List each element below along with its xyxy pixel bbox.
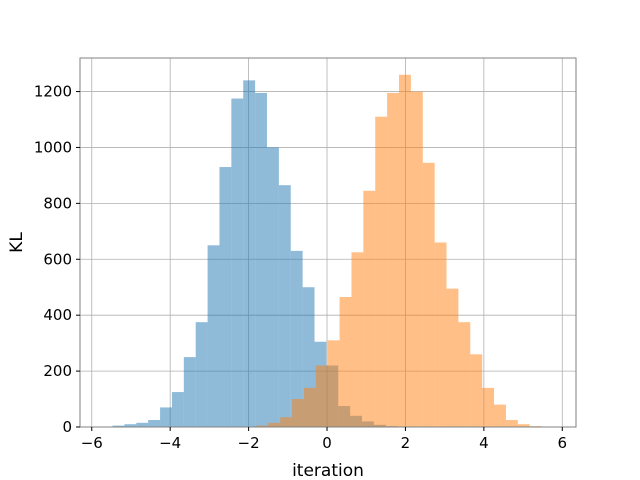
histogram-bar	[327, 340, 340, 427]
series-2	[256, 74, 542, 428]
histogram-bar	[482, 387, 495, 427]
y-tick-label: 600	[43, 250, 72, 268]
x-tick-label: −4	[159, 434, 181, 452]
y-tick-label: 400	[43, 306, 72, 324]
histogram-bar	[517, 424, 530, 427]
y-tick-label: 1000	[34, 138, 72, 156]
histogram-bar	[470, 354, 483, 427]
y-tick-label: 1200	[34, 83, 72, 101]
histogram-bar	[231, 98, 244, 427]
histogram-bar	[148, 420, 161, 427]
y-tick-label: 800	[43, 194, 72, 212]
histogram-bar	[207, 245, 220, 427]
x-tick-label: 2	[401, 434, 411, 452]
x-tick-label: −6	[81, 434, 103, 452]
histogram-bar	[136, 422, 149, 427]
x-axis-label: iteration	[292, 461, 364, 480]
histogram-bar	[112, 425, 125, 427]
x-tick-label: −2	[238, 434, 260, 452]
y-tick-label: 200	[43, 362, 72, 380]
x-tick-label: 4	[479, 434, 489, 452]
plot-frame	[79, 57, 577, 428]
histogram-bar	[351, 252, 364, 427]
x-tick-label: 6	[558, 434, 568, 452]
histogram-bar	[303, 387, 316, 427]
histogram-bar	[315, 365, 328, 427]
x-tick-label: 0	[322, 434, 332, 452]
histogram-bar	[339, 297, 352, 427]
histogram-bar	[219, 167, 232, 428]
histogram-bar	[183, 357, 196, 427]
histogram-bar	[160, 407, 172, 427]
histogram-bar	[292, 399, 304, 427]
histogram-bar	[256, 425, 269, 427]
histogram-bar	[124, 424, 137, 427]
histogram-bar	[302, 287, 315, 427]
histogram-bar	[446, 288, 459, 427]
histogram-bar	[278, 185, 291, 427]
histogram-bar	[375, 116, 388, 428]
histogram-bar	[290, 250, 303, 427]
histogram-bar	[195, 322, 208, 427]
histogram-bar	[171, 392, 184, 427]
histogram-bar	[243, 80, 256, 427]
histogram-bar	[505, 420, 518, 427]
histogram-bar	[280, 417, 293, 427]
histogram-bar	[268, 422, 281, 427]
axis-ticks: −6 −4 −2 0 2 4 6 0 200 400 600 800 1000 1200	[34, 83, 567, 452]
histogram-bar	[494, 404, 506, 427]
y-axis-label: KL	[7, 232, 27, 253]
histogram-bar	[422, 162, 435, 428]
histogram-bar	[255, 92, 267, 428]
histogram-bar	[266, 147, 279, 428]
histogram-bar	[434, 242, 447, 427]
histogram-bar	[387, 92, 400, 428]
histogram-bar	[399, 74, 411, 427]
histogram-bar	[363, 190, 376, 427]
histogram-bar	[458, 322, 471, 427]
histogram-bar	[410, 91, 423, 427]
y-tick-label: 0	[62, 418, 72, 436]
histogram-bars	[112, 74, 542, 428]
